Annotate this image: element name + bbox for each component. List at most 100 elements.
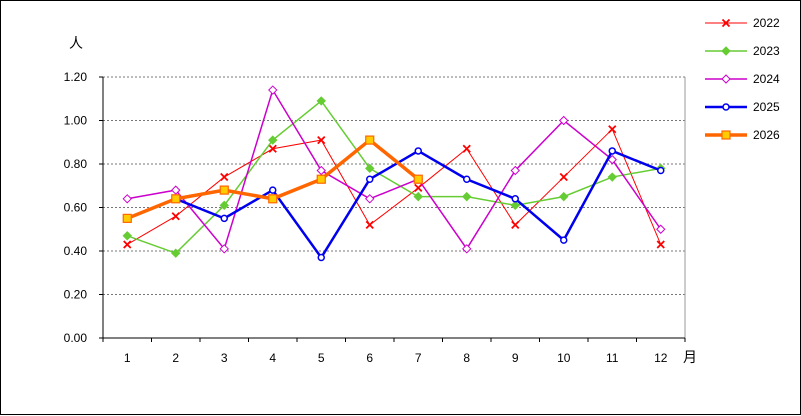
data-point — [220, 172, 229, 182]
x-tick-label: 3 — [221, 351, 228, 365]
legend-item: 2022 — [705, 16, 780, 30]
data-point — [268, 194, 278, 204]
data-point — [511, 220, 520, 230]
data-point — [122, 213, 132, 223]
legend-item: 2024 — [705, 72, 780, 86]
data-point — [413, 191, 423, 202]
data-point — [269, 186, 277, 194]
data-point — [219, 244, 229, 254]
data-point — [657, 166, 665, 175]
legend-item: 2026 — [705, 128, 780, 142]
x-tick-label: 4 — [269, 351, 276, 365]
legend-item: 2023 — [705, 44, 780, 58]
x-tick-label: 12 — [654, 351, 668, 365]
data-point — [560, 236, 568, 244]
x-tick-label: 1 — [124, 351, 131, 365]
legend-item: 2025 — [705, 100, 780, 114]
legend-label: 2023 — [753, 44, 780, 58]
series-2022 — [123, 125, 665, 249]
y-tick-label: 0.00 — [64, 331, 88, 345]
data-point — [171, 185, 181, 195]
x-tick-label: 8 — [463, 351, 470, 365]
x-tick-label: 11 — [606, 351, 619, 365]
data-point — [219, 200, 229, 211]
y-tick-label: 0.60 — [64, 201, 88, 215]
data-point — [413, 174, 423, 184]
data-point — [365, 163, 375, 174]
series-layer — [122, 85, 666, 262]
data-point — [316, 174, 326, 184]
data-point — [721, 18, 731, 28]
data-point — [511, 195, 519, 203]
data-point — [123, 240, 132, 249]
data-point — [656, 224, 666, 234]
data-point — [316, 165, 326, 176]
series-line — [127, 88, 662, 251]
x-tick-labels: 1 2 3 4 5 6 7 8 9 10 11 12 — [102, 338, 686, 365]
x-tick-label: 7 — [415, 351, 422, 365]
data-point — [414, 183, 423, 193]
data-point — [722, 103, 730, 111]
y-tick-labels: 0.00 0.20 0.40 0.60 0.80 1.00 1.20 — [64, 70, 88, 345]
data-point — [462, 144, 471, 153]
data-point — [607, 172, 617, 182]
series-line — [126, 99, 661, 255]
x-tick-label: 6 — [366, 351, 373, 365]
data-point — [365, 194, 375, 204]
series-line — [126, 128, 662, 245]
data-point — [462, 191, 472, 202]
data-point — [219, 185, 229, 195]
y-tick-label: 0.40 — [64, 244, 88, 258]
data-point — [268, 85, 278, 95]
x-tick-label: 10 — [557, 351, 571, 365]
data-point — [510, 165, 520, 176]
x-tick-label: 9 — [512, 351, 519, 365]
x-axis-unit-label: 月 — [683, 349, 697, 365]
legend-label: 2024 — [753, 72, 780, 86]
data-point — [317, 253, 325, 262]
x-tick-label: 2 — [172, 351, 179, 365]
data-point — [721, 74, 731, 84]
data-point — [171, 248, 181, 258]
data-point — [122, 194, 132, 204]
data-point — [721, 130, 731, 140]
data-point — [365, 220, 374, 230]
data-point — [316, 96, 326, 106]
data-point — [656, 240, 665, 249]
series-2026 — [122, 135, 423, 223]
data-point — [462, 244, 472, 254]
data-point — [559, 172, 568, 182]
gridlines — [99, 76, 686, 339]
y-tick-label: 1.00 — [64, 114, 88, 128]
data-point — [559, 115, 569, 126]
legend-label: 2026 — [753, 128, 780, 142]
data-point — [559, 191, 569, 202]
data-point — [721, 46, 731, 56]
y-tick-label: 0.20 — [64, 288, 88, 302]
data-point — [608, 147, 616, 155]
x-tick-label: 5 — [318, 351, 325, 365]
data-point — [171, 194, 181, 204]
data-point — [268, 135, 278, 145]
data-point — [365, 135, 375, 145]
data-point — [122, 231, 132, 241]
data-point — [317, 135, 326, 145]
data-point — [220, 214, 228, 223]
data-point — [463, 175, 471, 183]
legend-label: 2025 — [753, 100, 780, 114]
y-tick-label: 0.80 — [64, 157, 88, 171]
data-point — [268, 144, 277, 153]
legend: 2022 2023 2024 2025 2026 — [705, 16, 780, 142]
data-point — [171, 212, 180, 221]
data-point — [414, 147, 422, 155]
series-2023 — [122, 96, 666, 258]
data-point — [366, 175, 374, 183]
data-point — [608, 125, 617, 134]
legend-label: 2022 — [753, 16, 780, 30]
data-point — [510, 200, 520, 211]
y-axis-unit-label: 人 — [69, 35, 83, 51]
y-tick-label: 1.20 — [64, 70, 88, 84]
series-line — [126, 149, 662, 260]
